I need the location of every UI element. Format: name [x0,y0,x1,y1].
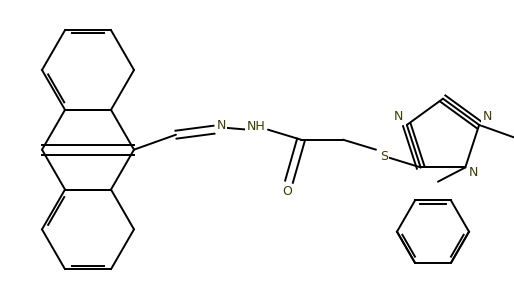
Text: O: O [282,185,292,198]
Text: S: S [380,150,388,163]
Text: NH: NH [247,120,265,133]
Text: N: N [483,110,492,124]
Text: N: N [216,119,226,132]
Text: N: N [394,110,403,124]
Text: N: N [469,166,478,179]
